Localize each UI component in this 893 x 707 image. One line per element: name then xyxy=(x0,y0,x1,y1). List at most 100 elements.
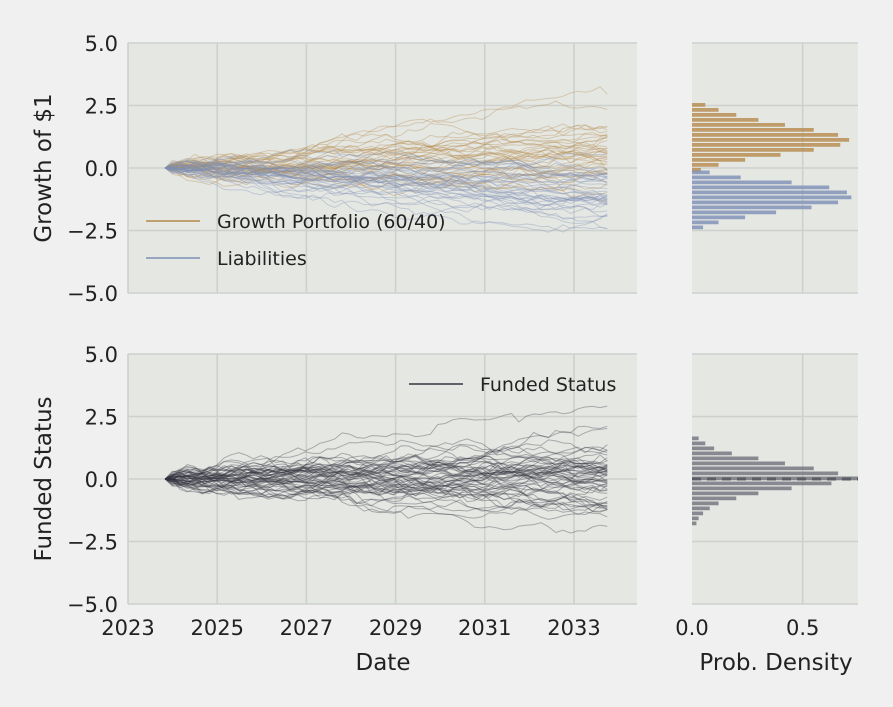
hist-bar xyxy=(692,491,759,496)
path-line xyxy=(165,158,608,177)
path-line xyxy=(164,152,608,171)
hist-bar xyxy=(692,190,847,195)
hist-bar xyxy=(692,153,781,157)
path-line xyxy=(164,460,608,499)
path-line xyxy=(165,473,608,501)
bottom-histogram-bars xyxy=(692,436,858,526)
path-line xyxy=(165,140,608,179)
path-line xyxy=(164,474,608,508)
top-paths-y-ticks: 5.0 2.5 0.0 −2.5 −5.0 xyxy=(67,32,118,306)
top-paths-ylabel: Growth of $1 xyxy=(31,93,57,242)
path-line xyxy=(164,468,608,510)
hist-bar xyxy=(692,461,785,466)
hist-bar xyxy=(692,170,710,175)
path-line xyxy=(165,166,608,180)
path-line xyxy=(165,155,608,194)
path-line xyxy=(164,167,608,220)
path-line xyxy=(164,463,608,491)
path-line xyxy=(164,405,608,481)
path-line xyxy=(164,470,608,495)
path-line xyxy=(165,166,608,195)
path-line xyxy=(164,157,608,176)
hist-bar xyxy=(692,446,715,451)
hist-bar xyxy=(692,118,759,122)
x-tick-label: 2029 xyxy=(369,616,422,640)
path-line xyxy=(165,138,608,173)
hist-bar xyxy=(692,205,812,210)
hist-bar xyxy=(692,501,719,506)
path-line xyxy=(165,163,608,200)
hist-bar xyxy=(692,481,832,486)
x-tick-label: 0.0 xyxy=(675,616,708,640)
hist-bar xyxy=(692,123,785,127)
path-line xyxy=(165,167,608,211)
path-line xyxy=(164,161,608,184)
bottom-histogram-panel: 0.0 0.5 Prob. Density xyxy=(675,353,858,676)
y-tick-label: −5.0 xyxy=(67,593,118,617)
top-paths-panel: 5.0 2.5 0.0 −2.5 −5.0 Growth of $1 Growth Po… xyxy=(31,32,637,306)
path-line xyxy=(164,164,608,230)
path-line xyxy=(164,155,608,182)
hist-bar xyxy=(692,471,839,476)
path-line xyxy=(164,454,608,481)
hist-bar xyxy=(692,185,830,190)
hist-bar xyxy=(692,138,850,142)
y-tick-label: 0.0 xyxy=(85,157,118,181)
path-line xyxy=(165,146,608,178)
path-line xyxy=(165,86,608,173)
path-line xyxy=(165,156,608,178)
path-line xyxy=(165,149,608,170)
bottom-histogram-xlabel: Prob. Density xyxy=(699,650,852,676)
path-line xyxy=(164,478,608,511)
path-line xyxy=(164,478,608,520)
y-tick-label: 5.0 xyxy=(85,32,118,56)
path-line xyxy=(165,123,608,169)
path-line xyxy=(164,140,608,174)
path-line xyxy=(165,166,608,229)
path-line xyxy=(165,460,608,486)
hist-bar xyxy=(692,175,741,180)
path-line xyxy=(165,467,608,498)
hist-bar xyxy=(692,496,737,501)
hist-bar xyxy=(692,163,719,167)
path-line xyxy=(164,473,608,512)
path-line xyxy=(164,148,608,175)
y-tick-label: 2.5 xyxy=(85,95,118,119)
path-line xyxy=(164,149,608,197)
bottom-paths-lines xyxy=(164,405,608,534)
path-line xyxy=(164,161,608,197)
path-line xyxy=(165,471,608,500)
hist-bar xyxy=(692,210,777,215)
path-line xyxy=(165,139,608,171)
hist-bar xyxy=(692,158,746,162)
path-line xyxy=(164,167,608,209)
path-line xyxy=(164,135,608,174)
path-line xyxy=(164,166,608,205)
path-line xyxy=(165,460,608,483)
path-line xyxy=(165,455,608,491)
path-line xyxy=(164,164,608,205)
hist-bar xyxy=(692,456,759,461)
legend-label-funded: Funded Status xyxy=(480,374,616,396)
x-tick-label: 2033 xyxy=(547,616,600,640)
path-line xyxy=(164,159,608,190)
path-line xyxy=(165,156,608,199)
path-line xyxy=(165,457,608,480)
path-line xyxy=(165,464,608,493)
bottom-paths-ylabel: Funded Status xyxy=(31,396,57,561)
path-line xyxy=(164,460,608,485)
y-tick-label: −2.5 xyxy=(67,531,118,555)
path-line xyxy=(164,124,608,172)
x-tick-label: 2027 xyxy=(280,616,333,640)
path-line xyxy=(164,459,608,486)
path-line xyxy=(165,445,608,486)
path-line xyxy=(165,163,608,183)
top-paths-grid xyxy=(127,42,637,294)
path-line xyxy=(165,446,608,488)
hist-bar xyxy=(692,143,841,147)
hist-bar xyxy=(692,108,719,112)
path-line xyxy=(165,167,608,204)
path-line xyxy=(164,152,608,178)
path-line xyxy=(164,452,608,483)
